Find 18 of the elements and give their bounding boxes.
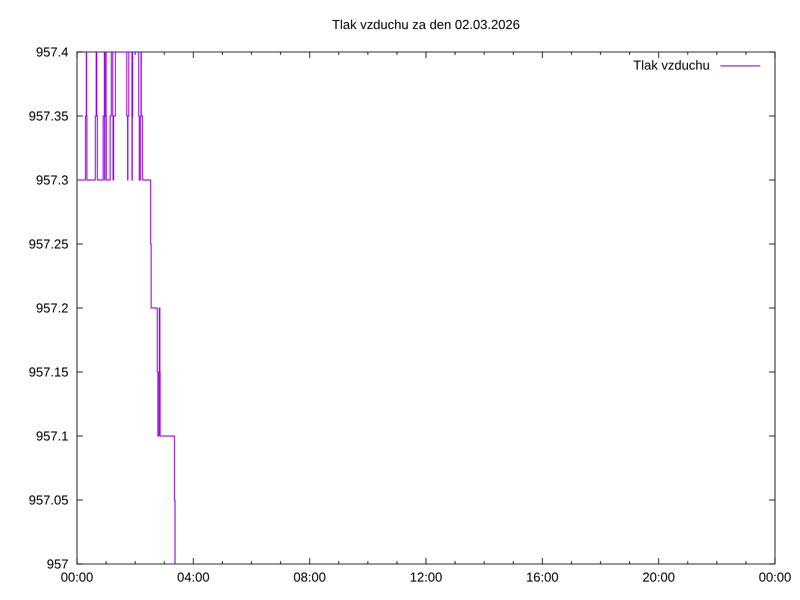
y-tick-label: 957.25 [29,239,68,249]
y-tick-label: 957.4 [36,47,68,57]
x-tick-label: 12:00 [410,572,442,582]
x-tick-label: 08:00 [294,572,326,582]
y-tick-label: 957.05 [29,495,68,505]
x-tick-label: 00:00 [61,572,93,582]
x-tick-label: 16:00 [527,572,558,582]
y-tick-label: 957.2 [36,303,68,313]
y-tick-label: 957.1 [36,431,68,441]
x-tick-label: 00:00 [759,572,791,582]
x-tick-label: 20:00 [643,572,674,582]
y-tick-label: 957.15 [29,367,68,377]
legend-label: Tlak vzduchu [634,60,709,70]
y-tick-label: 957.35 [29,111,68,121]
y-tick-label: 957 [47,559,68,569]
chart-title: Tlak vzduchu za den 02.03.2026 [332,20,520,30]
y-tick-label: 957.3 [36,175,68,185]
x-tick-label: 04:00 [178,572,210,582]
